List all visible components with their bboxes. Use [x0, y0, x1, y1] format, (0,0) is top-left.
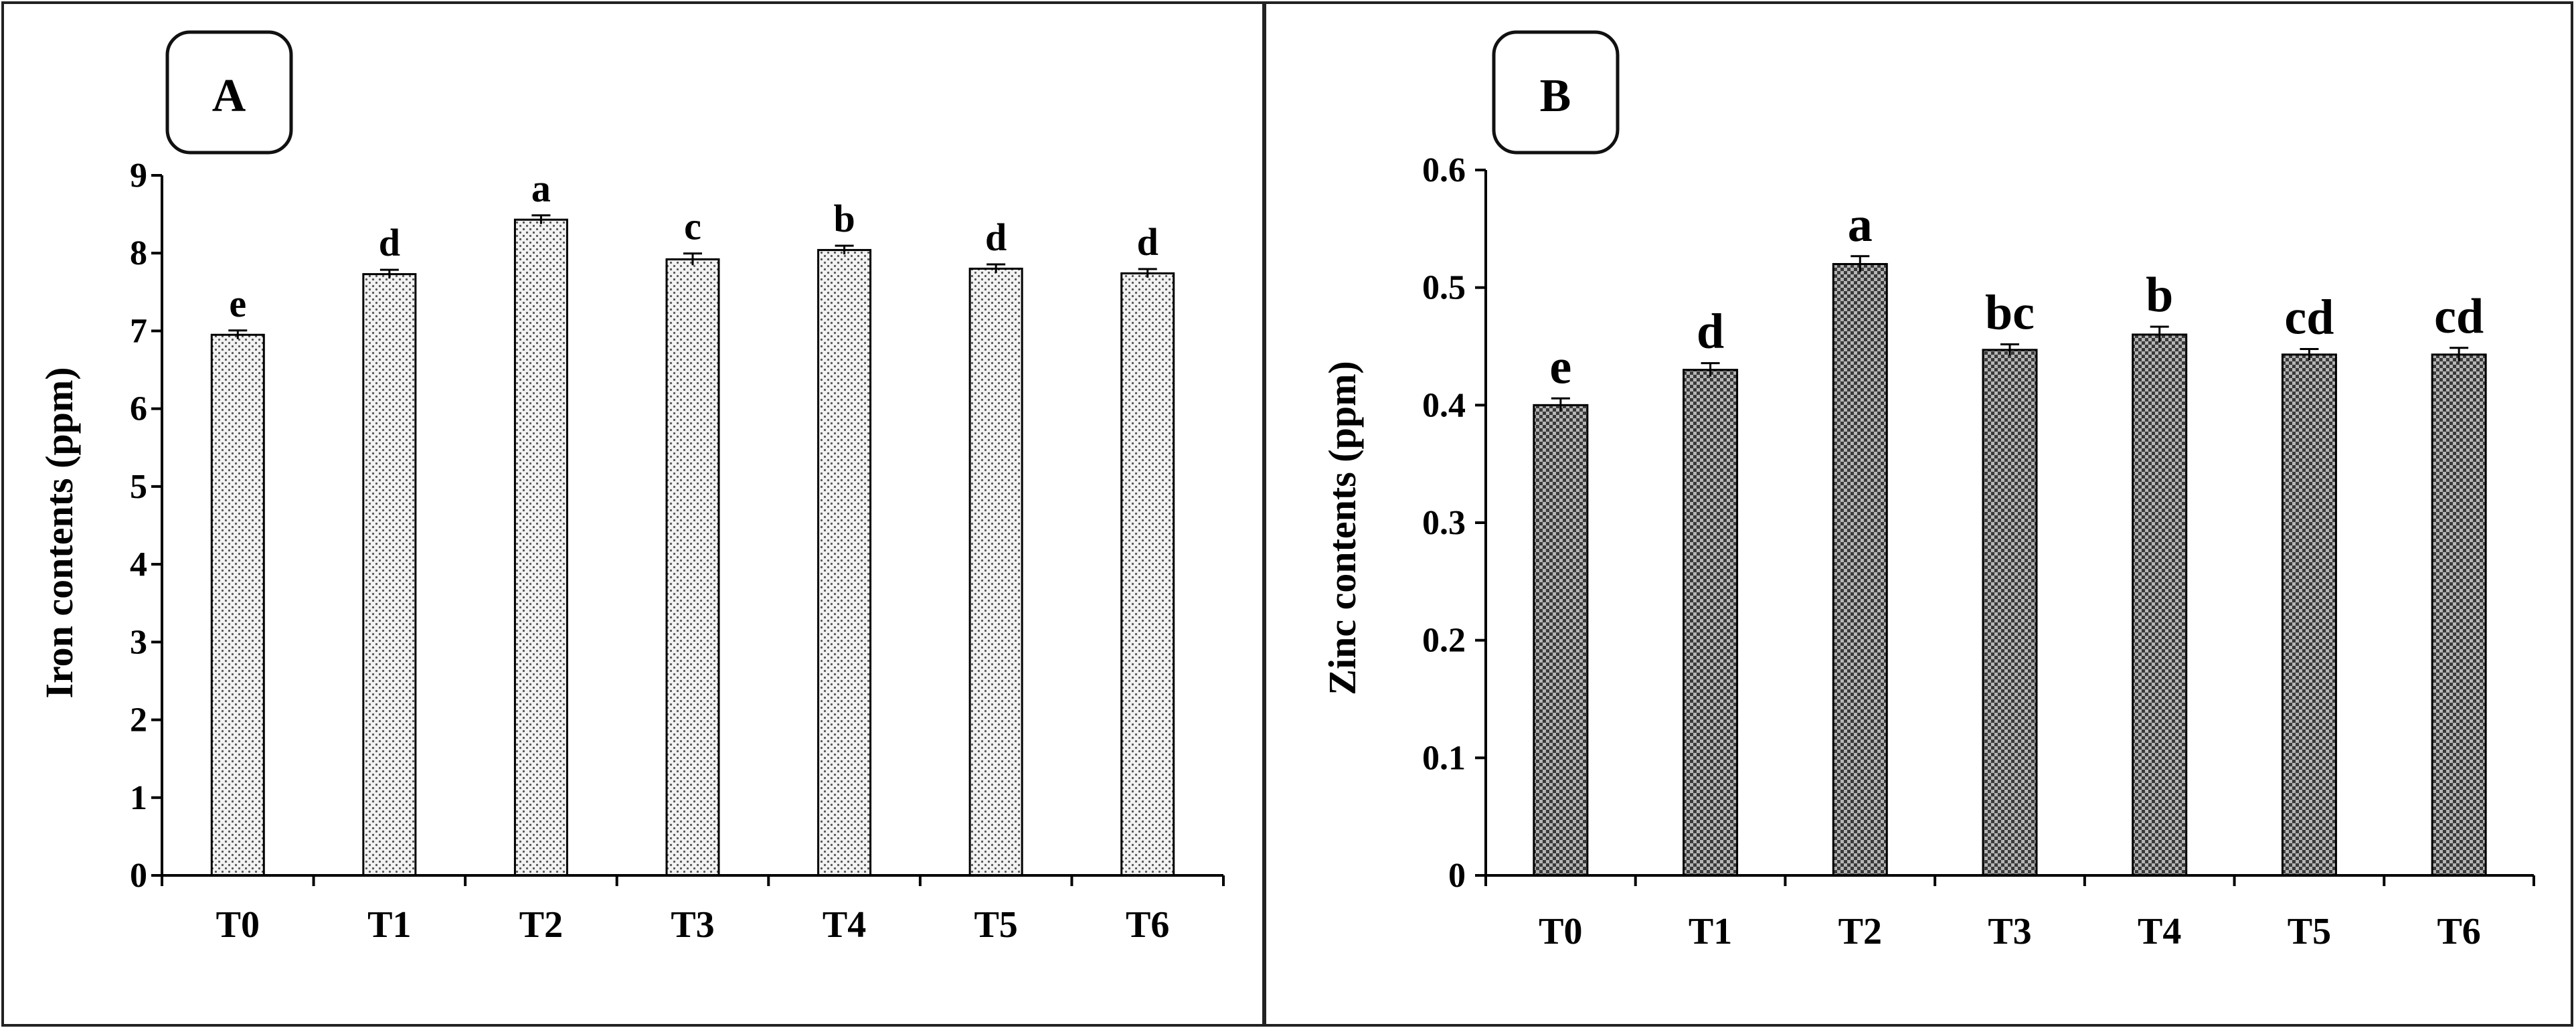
chart-a-xtick-label-t0: T0 [216, 904, 260, 946]
chart-a-ytick-label: 9 [130, 157, 147, 195]
chart-b-xtick-label-t4: T4 [2138, 911, 2181, 952]
chart-b-errorbar-t5 [2300, 348, 2319, 361]
chart-b-xtick-label-t5: T5 [2288, 911, 2331, 952]
chart-a-errorbar-t0 [228, 329, 248, 339]
chart-b-sig-t4: b [2146, 268, 2173, 323]
chart-a-axes: 0 1 2 3 4 5 6 7 8 9 T0 T1 T2 T3 T4 T5 T6 [130, 157, 1225, 946]
chart-b-xtick-label-t1: T1 [1689, 911, 1732, 952]
chart-b-bar-t0 [1533, 404, 1589, 877]
chart-b-errorbar-t3 [2000, 343, 2019, 356]
chart-a-bar-t4 [817, 249, 872, 877]
chart-b-axes: 0 0.1 0.2 0.3 0.4 0.5 0.6 T0 T1 T2 T3 T4 T5 T6 [1422, 151, 2535, 952]
chart-b-bar-t1 [1683, 369, 1739, 877]
chart-a-bar-t2 [513, 218, 568, 877]
panel-b-label-box: B [1492, 30, 1620, 155]
chart-b-ylabel: Zinc contents (ppm) [1320, 361, 1364, 695]
chart-b-bars: e d a bc b cd cd [1533, 197, 2487, 877]
chart-b-errorbar-t1 [1701, 362, 1720, 377]
chart-b-bar-t3 [1982, 349, 2038, 877]
chart-a-errorbar-t4 [835, 244, 854, 255]
chart-b-errorbar-t2 [1851, 255, 1870, 272]
chart-a-xtick-label-t2: T2 [519, 904, 563, 946]
chart-b-sig-t2: a [1848, 197, 1873, 252]
chart-a-sig-t1: d [379, 221, 400, 264]
chart-a-sig-t6: d [1137, 220, 1158, 264]
chart-b-bar-t6 [2431, 353, 2487, 877]
chart-b-ytick-label: 0 [1448, 857, 1466, 895]
chart-a-bar-t3 [665, 258, 720, 877]
panel-a-label-box: A [165, 30, 293, 155]
chart-a-ytick-label: 7 [130, 312, 147, 350]
chart-a-sig-t0: e [229, 282, 246, 325]
chart-b-sig-t1: d [1697, 305, 1724, 359]
chart-b-xtick-label-t3: T3 [1988, 911, 2031, 952]
chart-b: e d a bc b cd cd 0 0.1 0.2 0.3 0.4 0.5 0.6 T0 T1 T2 T3 T4… [1320, 151, 2535, 952]
chart-a-bars: e d a c b d d [210, 167, 1175, 877]
panel-b-label: B [1540, 70, 1571, 122]
chart-b-sig-t3: bc [1985, 286, 2035, 341]
chart-a-errorbar-t1 [379, 268, 399, 279]
chart-a-sig-t5: d [985, 216, 1007, 259]
chart-b-errorbar-t6 [2450, 347, 2469, 361]
chart-a-bar-t6 [1120, 272, 1175, 877]
chart-a: e d a c b d d 0 1 2 3 4 5 6 7 8 9 T0 T1 T2 T3 T4 T5 T6 Iron co… [37, 157, 1225, 946]
chart-a-ytick-label: 5 [130, 468, 147, 506]
chart-b-ytick-label: 0.2 [1422, 622, 1466, 660]
chart-a-bar-t5 [968, 267, 1023, 877]
chart-a-sig-t2: a [531, 167, 551, 210]
chart-a-xtick-label-t4: T4 [823, 904, 866, 946]
chart-a-xtick-label-t5: T5 [974, 904, 1017, 946]
chart-b-bar-t4 [2132, 333, 2188, 877]
chart-a-errorbar-t3 [683, 252, 702, 266]
chart-a-xtick-label-t6: T6 [1126, 904, 1169, 946]
panel-a-label: A [212, 70, 246, 122]
chart-b-ytick-label: 0.3 [1422, 504, 1466, 542]
chart-b-errorbar-t4 [2150, 325, 2169, 343]
chart-a-ytick-label: 0 [130, 857, 147, 895]
chart-a-errorbar-t5 [986, 263, 1006, 273]
chart-b-xtick-label-t6: T6 [2437, 911, 2480, 952]
chart-a-errorbar-t6 [1138, 268, 1157, 278]
chart-b-sig-t6: cd [2434, 289, 2484, 344]
chart-b-ytick-label: 0.5 [1422, 269, 1466, 307]
chart-a-ytick-label: 4 [130, 545, 147, 584]
chart-b-ytick-label: 0.6 [1422, 151, 1466, 189]
chart-a-errorbar-t2 [531, 214, 551, 224]
chart-a-bar-t1 [362, 273, 417, 877]
chart-b-bar-t2 [1832, 263, 1888, 877]
chart-b-ytick-label: 0.1 [1422, 739, 1466, 777]
chart-b-errorbar-t0 [1551, 397, 1570, 412]
panel-b-frame [1262, 1, 2573, 1027]
chart-a-ytick-label: 2 [130, 701, 147, 740]
chart-b-xtick-label-t0: T0 [1539, 911, 1582, 952]
chart-b-bar-t5 [2281, 353, 2337, 877]
chart-a-ytick-label: 1 [130, 779, 147, 817]
chart-b-sig-t0: e [1549, 339, 1571, 394]
chart-a-ytick-label: 3 [130, 623, 147, 661]
chart-a-ytick-label: 8 [130, 234, 147, 272]
chart-a-ytick-label: 6 [130, 390, 147, 428]
chart-a-bar-t0 [210, 333, 265, 877]
chart-a-sig-t3: c [684, 205, 701, 248]
chart-a-sig-t4: b [833, 197, 855, 240]
panel-a-frame [1, 1, 1266, 1027]
chart-a-ylabel: Iron contents (ppm) [37, 367, 81, 698]
chart-a-xtick-label-t1: T1 [367, 904, 411, 946]
chart-a-xtick-label-t3: T3 [671, 904, 714, 946]
chart-b-ytick-label: 0.4 [1422, 386, 1466, 424]
chart-b-sig-t5: cd [2284, 290, 2334, 345]
chart-b-xtick-label-t2: T2 [1838, 911, 1882, 952]
